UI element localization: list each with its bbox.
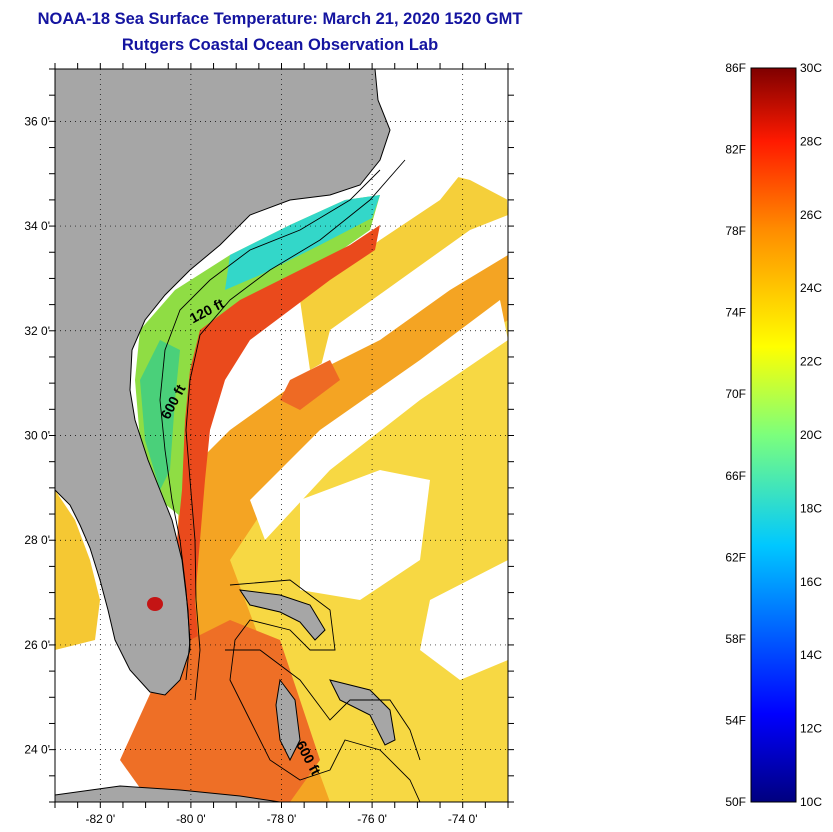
gulf-of-mexico-water (55, 490, 100, 650)
bahamas-island (238, 589, 326, 641)
contour-600ft (185, 159, 406, 701)
contour-bahamas (225, 649, 421, 761)
contour-bahamas (229, 579, 421, 802)
lat-tick-label: 36 0' (24, 114, 50, 128)
cloud-patch (300, 470, 430, 600)
cloud-streak (250, 300, 508, 540)
lat-tick-label: 28 0' (24, 533, 50, 547)
colorbar-f-label: 70F (725, 387, 746, 401)
colorbar-c-label: 18C (800, 501, 822, 515)
map-title: NOAA-18 Sea Surface Temperature: March 2… (37, 10, 523, 28)
cuba-coast (55, 785, 281, 802)
latitude-axis: 24 0' 26 0' 28 0' 30 0' 32 0' 34 0' 36 0' (24, 114, 50, 756)
lon-tick-label: -78 0' (267, 812, 297, 826)
lat-tick-label: 26 0' (24, 638, 50, 652)
lon-tick-label: -80 0' (176, 812, 206, 826)
cold-nearshore-water (140, 340, 180, 490)
colorbar-c-label: 22C (800, 355, 822, 369)
axis-ticks (49, 63, 514, 808)
lon-tick-label: -76 0' (357, 812, 387, 826)
colorbar-c-label: 12C (800, 722, 822, 736)
colorbar-fahrenheit-labels: 86F 82F 78F 74F 70F 66F 62F 58F 54F 50F (725, 61, 746, 809)
colorbar-f-label: 66F (725, 469, 746, 483)
colorbar-c-label: 28C (800, 134, 822, 148)
colorbar-c-label: 30C (800, 61, 822, 75)
cold-shelf-water (225, 195, 380, 290)
colorbar-c-label: 10C (800, 795, 822, 809)
colorbar-c-label: 24C (800, 281, 822, 295)
map-subtitle: Rutgers Coastal Ocean Observation Lab (121, 36, 439, 54)
lat-tick-label: 24 0' (24, 743, 50, 757)
florida-land (55, 69, 391, 696)
colorbar-f-label: 78F (725, 224, 746, 238)
cloud-streak (320, 215, 508, 370)
gulf-stream-filament (280, 360, 340, 410)
bahamas-island (329, 679, 396, 746)
colorbar-c-label: 20C (800, 428, 822, 442)
colorbar-f-label: 86F (725, 61, 746, 75)
map-gridlines (55, 69, 508, 802)
colorbar-c-label: 16C (800, 575, 822, 589)
colorbar-f-label: 82F (725, 143, 746, 157)
lat-tick-label: 30 0' (24, 429, 50, 443)
lake-okeechobee (147, 597, 163, 611)
colorbar-f-label: 58F (725, 632, 746, 646)
longitude-axis: -82 0' -80 0' -78 0' -76 0' -74 0' (85, 812, 477, 826)
contour-120ft (159, 169, 381, 681)
lat-tick-label: 34 0' (24, 219, 50, 233)
bahamas-island (275, 678, 301, 762)
mild-water-north (300, 120, 508, 370)
colorbar-f-label: 50F (725, 795, 746, 809)
cloud-patch (400, 75, 508, 200)
gulf-stream (175, 225, 380, 700)
colorbar-f-label: 62F (725, 550, 746, 564)
colorbar-c-label: 26C (800, 208, 822, 222)
lat-tick-label: 32 0' (24, 324, 50, 338)
lon-tick-label: -82 0' (85, 812, 115, 826)
colorbar-celsius-labels: 30C 28C 26C 24C 22C 20C 18C 16C 14C 12C 10C (800, 61, 822, 809)
lon-tick-label: -74 0' (448, 812, 478, 826)
colorbar-c-label: 14C (800, 648, 822, 662)
cloud-patch (420, 560, 508, 680)
colorbar (750, 67, 797, 803)
colorbar-f-label: 54F (725, 713, 746, 727)
colorbar-f-label: 74F (725, 306, 746, 320)
